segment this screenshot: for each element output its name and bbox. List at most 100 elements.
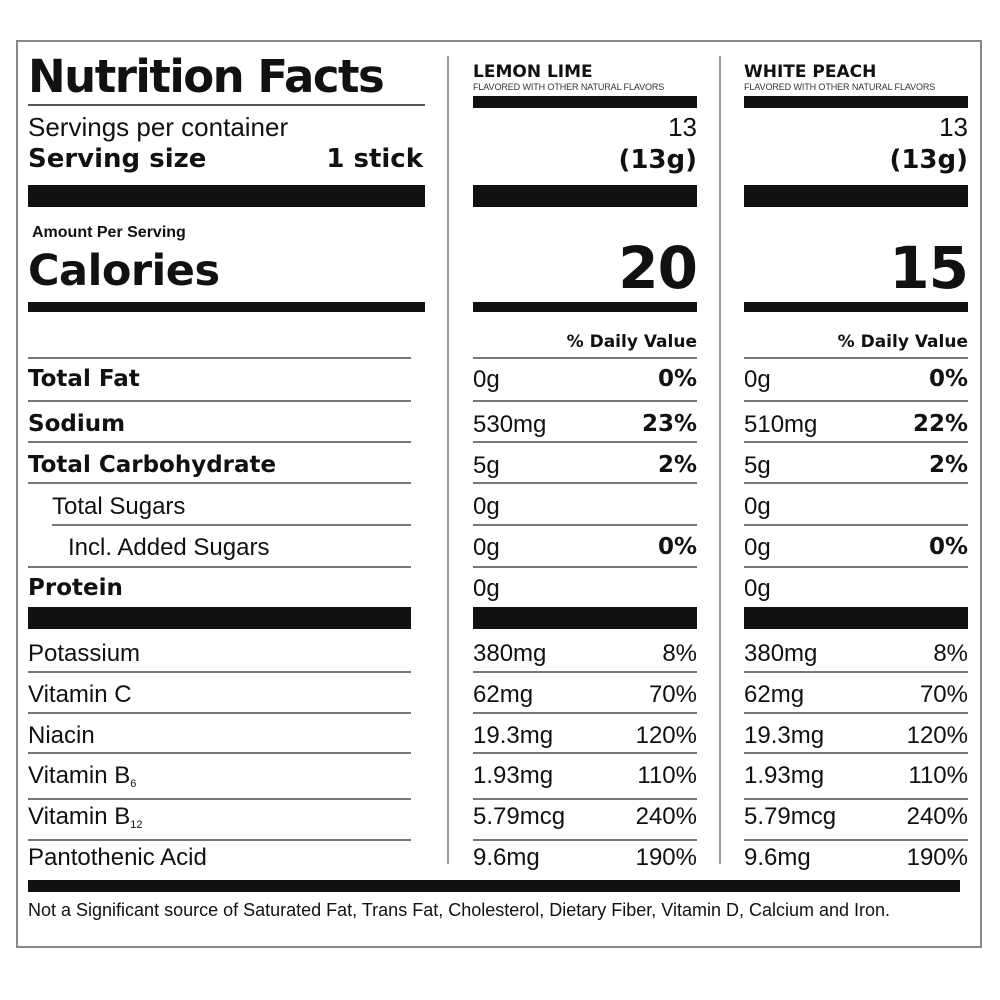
- row-rule: [473, 798, 697, 800]
- label-title: Nutrition Facts: [28, 50, 385, 103]
- flavor-name-white-peach: WHITE PEACH: [744, 62, 877, 82]
- medium-divider-bar: [744, 302, 968, 312]
- thick-divider-bar: [473, 607, 697, 629]
- nutrient-amount: 0g: [473, 366, 500, 393]
- nutrient-name-total-carbohydrate: Total Carbohydrate: [28, 452, 277, 478]
- row-rule: [744, 798, 968, 800]
- row-rule: [473, 482, 697, 484]
- row-rule: [473, 712, 697, 714]
- row-rule: [744, 752, 968, 754]
- vitamin-name-pantothenic-acid: Pantothenic Acid: [28, 844, 207, 871]
- row-rule: [473, 357, 697, 359]
- vitamin-dv: 190%: [635, 844, 697, 871]
- thick-divider-bar: [28, 185, 425, 207]
- row-rule: [28, 712, 411, 714]
- nutrient-dv: 2%: [657, 452, 697, 478]
- row-rule: [28, 839, 411, 841]
- thick-divider-bar: [744, 607, 968, 629]
- nutrient-amount: 0g: [744, 493, 771, 520]
- vitamin-subscript: 12: [130, 819, 143, 831]
- vitamin-dv: 240%: [906, 803, 968, 830]
- nutrient-name-added-sugars: Incl. Added Sugars: [68, 534, 270, 561]
- vitamin-amount: 1.93mg: [744, 762, 825, 789]
- calories-value: 20: [618, 234, 698, 302]
- vitamin-dv: 70%: [648, 681, 697, 708]
- vitamin-amount: 19.3mg: [744, 722, 825, 749]
- column-divider: [719, 56, 721, 864]
- row-rule: [744, 441, 968, 443]
- row-rule: [744, 712, 968, 714]
- thick-divider-bar: [744, 185, 968, 207]
- vitamin-amount: 5.79mcg: [473, 803, 566, 830]
- vitamin-dv: 120%: [635, 722, 697, 749]
- vitamin-dv: 70%: [919, 681, 968, 708]
- vitamin-name-vitamin-c: Vitamin C: [28, 681, 132, 708]
- row-rule: [473, 566, 697, 568]
- row-rule: [28, 441, 411, 443]
- nutrient-dv: 0%: [657, 534, 697, 560]
- row-rule: [28, 798, 411, 800]
- vitamin-amount: 9.6mg: [473, 844, 540, 871]
- nutrient-amount: 0g: [473, 493, 500, 520]
- vitamin-dv: 8%: [662, 640, 697, 667]
- row-rule: [28, 400, 411, 402]
- vitamin-dv: 110%: [908, 762, 968, 789]
- row-rule: [473, 671, 697, 673]
- vitamin-dv: 240%: [635, 803, 697, 830]
- flavor-name-lemon-lime: LEMON LIME: [473, 62, 593, 82]
- serving-grams: (13g): [618, 145, 697, 175]
- nutrient-amount: 510mg: [744, 411, 818, 438]
- nutrient-dv: 23%: [641, 411, 697, 437]
- vitamin-name-vitamin-b12: Vitamin B12: [28, 803, 143, 831]
- row-rule: [473, 441, 697, 443]
- vitamin-amount: 380mg: [744, 640, 818, 667]
- row-rule: [744, 357, 968, 359]
- row-rule: [744, 482, 968, 484]
- row-rule: [473, 752, 697, 754]
- flavor-subtitle: FLAVORED WITH OTHER NATURAL FLAVORS: [744, 82, 936, 92]
- nutrient-dv: 0%: [928, 534, 968, 560]
- nutrient-amount: 0g: [744, 366, 771, 393]
- vitamin-dv: 110%: [637, 762, 697, 789]
- vitamin-dv: 8%: [933, 640, 968, 667]
- nutrient-name-total-fat: Total Fat: [28, 366, 140, 392]
- serving-grams: (13g): [889, 145, 968, 175]
- serving-size-value: 1 stick: [326, 144, 423, 174]
- nutrient-amount: 0g: [473, 534, 500, 561]
- medium-divider-bar: [28, 302, 425, 312]
- calories-label: Calories: [28, 246, 220, 296]
- divider-rule: [28, 104, 425, 106]
- flavor-header-bar: [473, 96, 697, 108]
- vitamin-name-niacin: Niacin: [28, 722, 95, 749]
- nutrient-dv: 2%: [928, 452, 968, 478]
- serving-size-label: Serving size: [28, 144, 207, 174]
- servings-per-container-label: Servings per container: [28, 112, 289, 142]
- footnote: Not a Significant source of Saturated Fa…: [28, 900, 891, 920]
- thick-divider-bar: [28, 607, 411, 629]
- vitamin-name-potassium: Potassium: [28, 640, 141, 667]
- row-rule: [52, 524, 411, 526]
- nutrient-amount: 5g: [744, 452, 771, 479]
- daily-value-header: % Daily Value: [566, 332, 697, 352]
- nutrient-amount: 0g: [473, 575, 500, 602]
- vitamin-name-vitamin-b6: Vitamin B6: [28, 762, 136, 790]
- thick-divider-bar: [473, 185, 697, 207]
- flavor-header-bar: [744, 96, 968, 108]
- row-rule: [28, 671, 411, 673]
- flavor-subtitle: FLAVORED WITH OTHER NATURAL FLAVORS: [473, 82, 665, 92]
- vitamin-amount: 1.93mg: [473, 762, 554, 789]
- nutrient-dv: 0%: [928, 366, 968, 392]
- column-divider: [447, 56, 449, 864]
- nutrient-name-sodium: Sodium: [28, 411, 126, 437]
- row-rule: [744, 671, 968, 673]
- row-rule: [473, 400, 697, 402]
- calories-value: 15: [889, 234, 969, 302]
- vitamin-name-text: Vitamin B: [28, 803, 131, 830]
- daily-value-header: % Daily Value: [837, 332, 968, 352]
- row-rule: [744, 400, 968, 402]
- row-rule: [473, 839, 697, 841]
- vitamin-amount: 62mg: [473, 681, 534, 708]
- nutrient-amount: 5g: [473, 452, 500, 479]
- row-rule: [744, 839, 968, 841]
- servings-count: 13: [939, 112, 968, 142]
